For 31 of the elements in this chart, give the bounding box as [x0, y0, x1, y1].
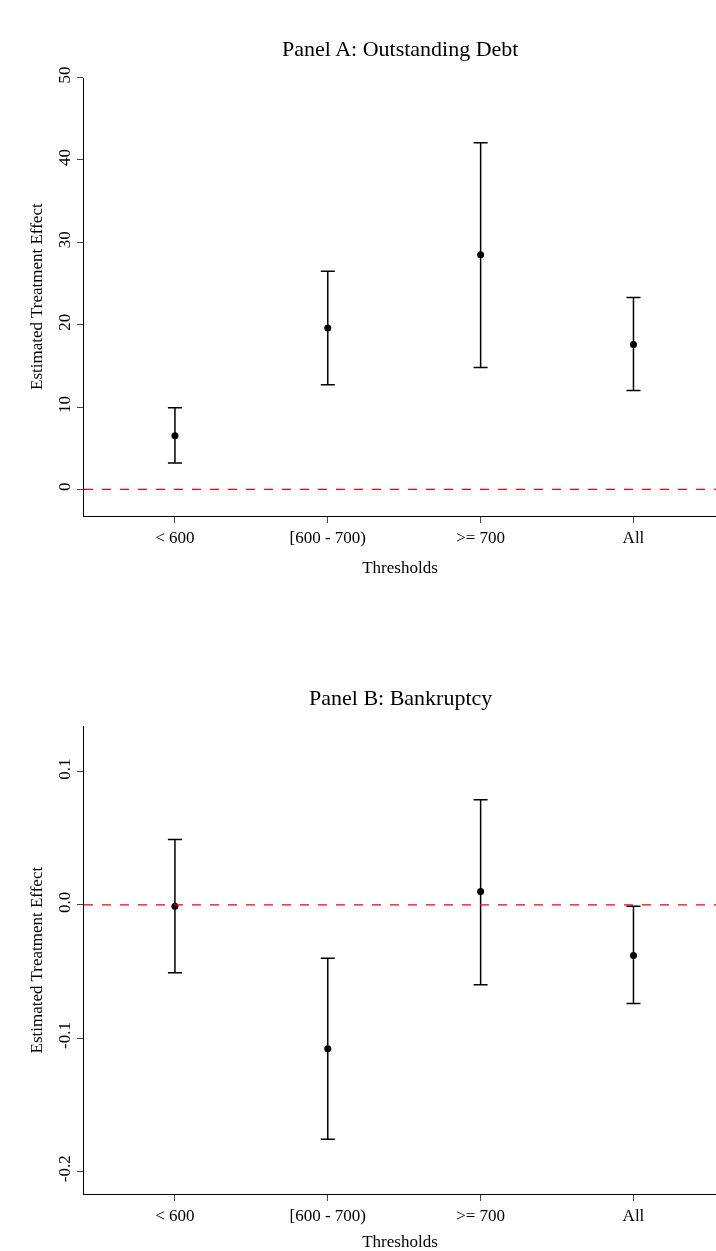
x-tick-label: [600 - 700): [289, 1206, 367, 1226]
y-tick-label: -0.2: [55, 1155, 75, 1183]
point: [324, 1045, 332, 1053]
y-axis-title: Estimated Treatment Effect: [26, 203, 46, 390]
y-tick-label: 0.0: [55, 891, 75, 913]
point: [477, 251, 485, 259]
chart-title: Panel A: Outstanding Debt: [282, 36, 519, 61]
y-tick-label: 30: [55, 231, 75, 249]
y-axis-title: Estimated Treatment Effect: [26, 866, 46, 1054]
x-axis-title: Thresholds: [362, 1232, 438, 1251]
y-tick-label: 40: [55, 148, 75, 166]
y-tick-label: 0.1: [55, 758, 75, 780]
x-tick-label: < 600: [155, 1206, 195, 1226]
y-tick-label: 20: [55, 313, 75, 331]
point: [629, 340, 637, 348]
x-tick-label: >= 700: [456, 1206, 506, 1226]
x-tick-label: All: [622, 528, 645, 548]
point: [171, 432, 179, 440]
y-tick-label: 10: [55, 395, 75, 413]
y-tick-label: 0: [55, 482, 75, 492]
x-tick-label: >= 700: [456, 528, 506, 548]
chart-title: Panel B: Bankruptcy: [309, 685, 493, 710]
x-tick-label: [600 - 700): [289, 528, 367, 548]
point: [629, 951, 637, 959]
x-axis-title: Thresholds: [362, 557, 438, 577]
x-tick-label: < 600: [155, 528, 195, 548]
y-tick-label: 50: [55, 66, 75, 84]
y-tick-label: -0.1: [55, 1022, 75, 1049]
point: [324, 324, 332, 332]
point: [477, 888, 485, 896]
x-tick-label: All: [622, 1206, 645, 1226]
